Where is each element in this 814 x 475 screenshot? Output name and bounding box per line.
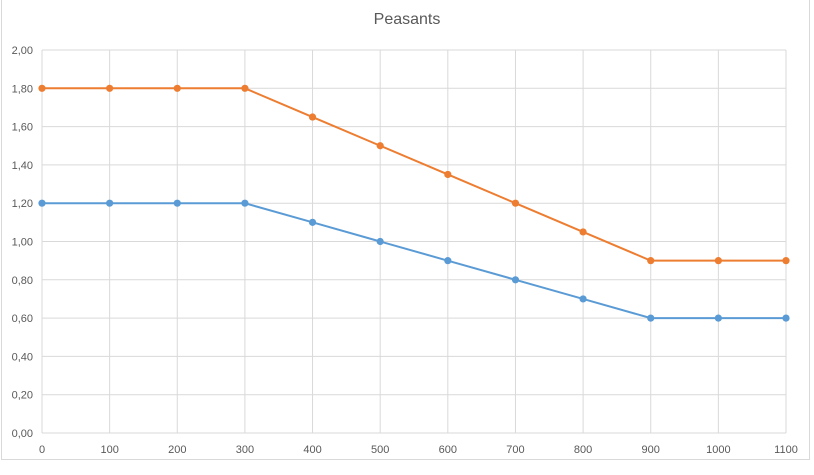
y-tick-label: 1,20: [12, 198, 33, 210]
data-point: [376, 237, 384, 246]
data-point: [308, 218, 317, 226]
x-tick-label: 300: [236, 444, 254, 456]
x-tick-label: 1000: [706, 444, 730, 456]
y-tick-label: 0,80: [12, 275, 33, 287]
data-point: [38, 84, 46, 92]
y-tick-label: 2,00: [12, 45, 33, 57]
y-tick-label: 0,60: [12, 313, 33, 325]
x-tick-label: 200: [168, 444, 186, 456]
chart-area: [1, 0, 810, 460]
series-line: [42, 202, 786, 320]
x-tick-label: 700: [506, 444, 524, 456]
x-tick-label: 400: [303, 444, 321, 456]
data-point: [38, 199, 46, 207]
data-point: [173, 199, 181, 207]
data-point: [782, 314, 790, 322]
data-point: [714, 314, 722, 322]
data-point: [241, 199, 249, 207]
y-tick-label: 0,00: [12, 428, 33, 440]
data-point: [106, 84, 114, 92]
data-point: [511, 276, 520, 284]
x-tick-label: 900: [642, 444, 660, 456]
data-point: [647, 257, 655, 265]
data-point: [106, 199, 114, 207]
x-tick-label: 1100: [774, 444, 798, 456]
data-point: [444, 257, 452, 265]
chart-title: Peasants: [373, 11, 441, 28]
x-tick-label: 100: [100, 444, 118, 456]
data-point: [647, 314, 655, 322]
data-point: [376, 142, 384, 150]
data-point: [714, 257, 722, 265]
x-tick-label: 500: [371, 444, 389, 456]
data-point: [579, 295, 587, 303]
data-point: [241, 84, 249, 92]
data-point: [308, 113, 317, 121]
x-tick-label: 0: [39, 444, 45, 456]
y-tick-label: 1,00: [12, 237, 33, 249]
data-point: [511, 199, 520, 207]
y-tick-label: 1,80: [12, 83, 33, 95]
y-tick-label: 1,60: [12, 122, 33, 134]
data-point: [579, 228, 587, 236]
y-tick-label: 0,40: [12, 351, 33, 363]
x-tick-label: 800: [574, 444, 592, 456]
data-point: [173, 84, 181, 92]
y-tick-label: 0,20: [12, 390, 33, 402]
y-tick-label: 1,40: [12, 160, 33, 172]
x-tick-label: 600: [439, 444, 457, 456]
data-point: [444, 170, 452, 179]
data-point: [782, 257, 790, 265]
series-line: [42, 87, 786, 262]
